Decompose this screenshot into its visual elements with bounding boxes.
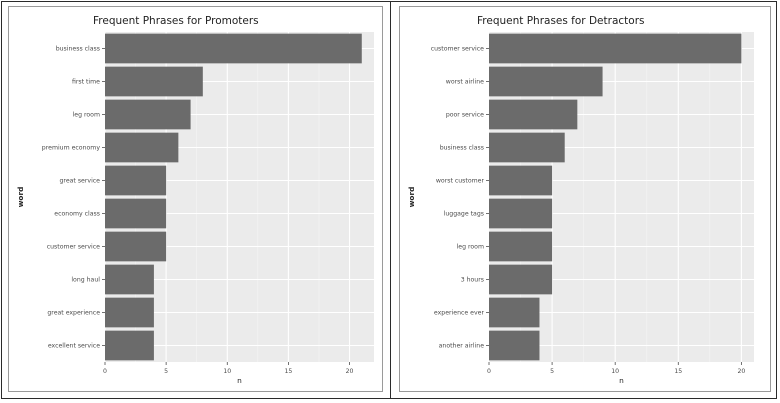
promoters-x-tick-label: 10 — [223, 368, 231, 375]
detractors-bar-leg-room — [489, 231, 553, 262]
detractors-y-tick-label: experience ever — [434, 310, 485, 317]
promoters-chart-title: Frequent Phrases for Promoters — [93, 15, 259, 27]
detractors-y-tick-label: poor service — [446, 112, 484, 119]
promoters-bar-economy-class — [105, 198, 167, 229]
promoters-bar-long-haul — [105, 264, 154, 295]
promoters-bar-first-time — [105, 66, 203, 97]
detractors-bar-chart: Frequent Phrases for Detractors customer … — [407, 15, 754, 385]
promoters-x-axis-label: n — [237, 376, 242, 385]
detractors-bar-3-hours — [489, 264, 553, 295]
detractors-x-tick-label: 5 — [550, 368, 554, 375]
promoters-chart-panel: Frequent Phrases for Promoters business c… — [8, 6, 383, 392]
promoters-bar-premium-economy — [105, 132, 179, 163]
promoters-bar-chart: Frequent Phrases for Promoters business c… — [16, 15, 374, 385]
promoters-x-tick-label: 5 — [164, 368, 168, 375]
promoters-y-tick-label: long haul — [71, 277, 100, 284]
promoters-y-tick-label: great experience — [47, 310, 100, 317]
promoters-y-tick-label: leg room — [73, 112, 100, 119]
detractors-chart-title: Frequent Phrases for Detractors — [477, 15, 644, 27]
promoters-y-tick-label: premium economy — [42, 145, 101, 152]
promoters-bar-leg-room — [105, 99, 191, 130]
detractors-y-tick-label: leg room — [457, 244, 484, 251]
detractors-y-tick-label: worst customer — [436, 178, 485, 185]
detractors-x-tick-label: 10 — [611, 368, 619, 375]
promoters-y-tick-label: excellent service — [48, 343, 100, 350]
detractors-y-tick-label: business class — [440, 145, 484, 152]
promoters-x-tick-label: 0 — [103, 368, 107, 375]
detractors-y-tick-label: luggage tags — [444, 211, 484, 218]
promoters-x-tick-label: 15 — [284, 368, 292, 375]
detractors-chart-panel: Frequent Phrases for Detractors customer … — [399, 6, 771, 392]
promoters-y-axis-label: word — [16, 187, 25, 208]
promoters-y-tick-label: economy class — [54, 211, 100, 218]
detractors-x-tick-label: 20 — [737, 368, 745, 375]
detractors-y-axis-label: word — [407, 187, 416, 208]
detractors-bar-worst-airline — [489, 66, 603, 97]
detractors-bar-poor-service — [489, 99, 578, 130]
detractors-bar-customer-service — [489, 33, 742, 64]
promoters-y-tick-label: great service — [60, 178, 101, 185]
detractors-y-tick-label: customer service — [431, 46, 484, 53]
promoters-y-tick-label: first time — [72, 79, 100, 86]
promoters-bar-customer-service — [105, 231, 167, 262]
detractors-bar-business-class — [489, 132, 565, 163]
detractors-bar-another-airline — [489, 330, 540, 361]
promoters-bar-great-experience — [105, 297, 154, 328]
promoters-x-tick-label: 20 — [346, 368, 354, 375]
detractors-x-axis-label: n — [619, 376, 624, 385]
detractors-bar-experience-ever — [489, 297, 540, 328]
detractors-y-tick-label: 3 hours — [461, 277, 484, 284]
promoters-bar-great-service — [105, 165, 167, 196]
figure-divider — [390, 1, 391, 399]
detractors-x-tick-label: 0 — [487, 368, 491, 375]
promoters-bar-business-class — [105, 33, 362, 64]
detractors-bar-worst-customer — [489, 165, 553, 196]
detractors-y-tick-label: worst airline — [446, 79, 484, 86]
detractors-bar-luggage-tags — [489, 198, 553, 229]
promoters-y-tick-label: business class — [56, 46, 100, 53]
promoters-y-tick-label: customer service — [47, 244, 100, 251]
detractors-x-tick-label: 15 — [674, 368, 682, 375]
detractors-y-tick-label: another airline — [439, 343, 485, 350]
promoters-bar-excellent-service — [105, 330, 154, 361]
